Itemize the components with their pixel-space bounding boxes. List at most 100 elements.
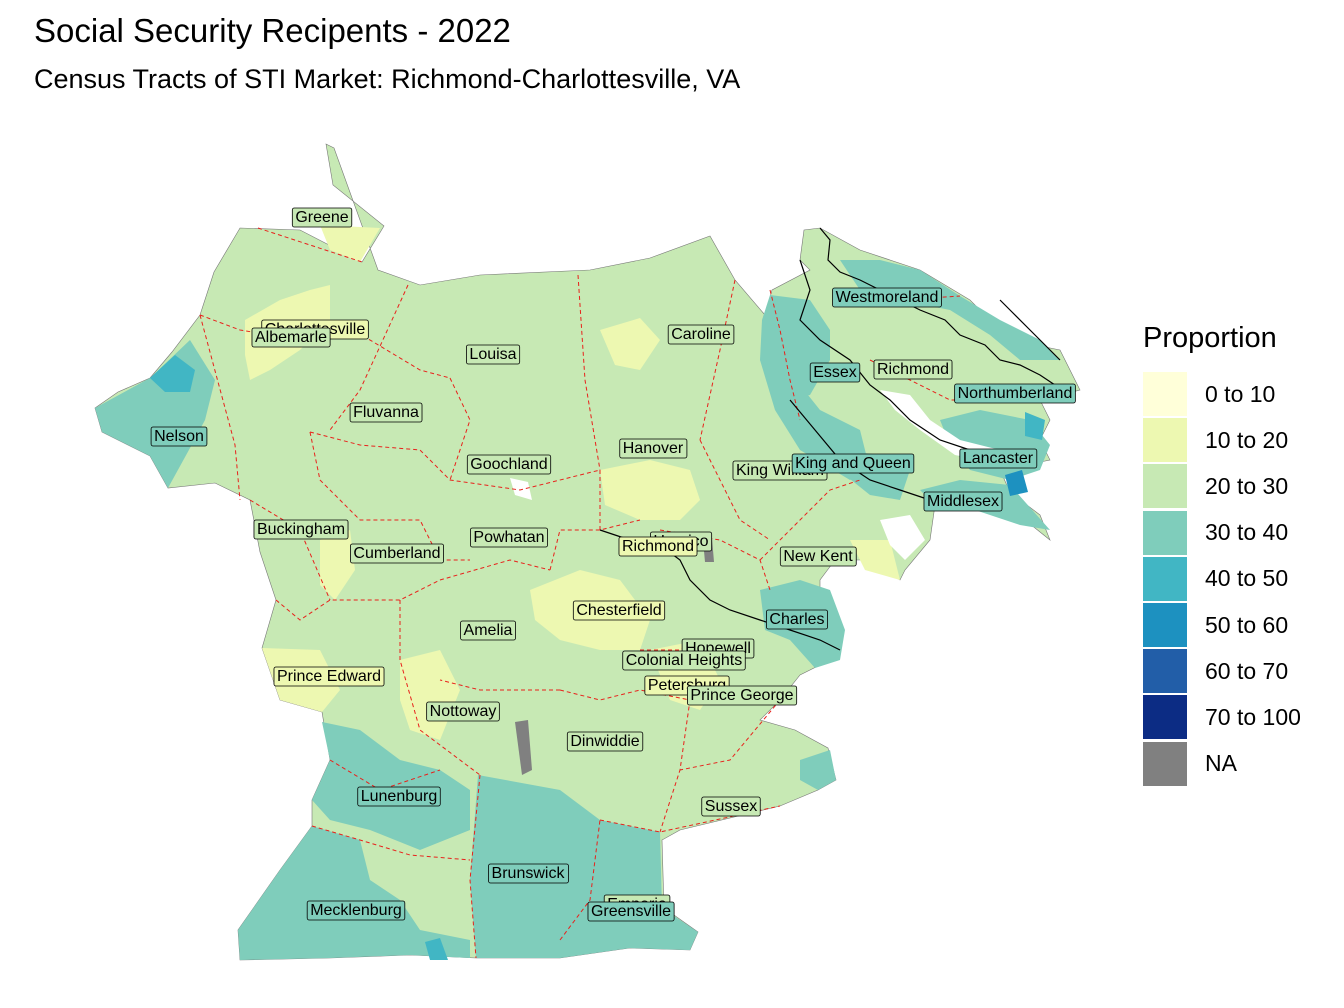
legend-swatch [1143, 603, 1187, 648]
county-label-box [460, 620, 516, 641]
tract-nelson-blue [150, 355, 195, 392]
legend-swatch [1143, 510, 1187, 555]
county-label: King and Queen [791, 453, 915, 474]
county-label-box [488, 863, 569, 884]
county-label: Brunswick [488, 863, 569, 884]
county-label: Goochland [466, 454, 552, 475]
legend-swatch [1143, 695, 1187, 740]
county-label-box [273, 666, 385, 687]
county-label: Westmoreland [832, 287, 942, 308]
county-label-box [426, 701, 500, 722]
county-label-box [566, 731, 644, 752]
tract-sussex-teal [800, 750, 836, 790]
county-label-box [470, 527, 548, 548]
county-label-box [466, 454, 552, 475]
county-name: Brunswick [492, 865, 566, 882]
legend-label: 30 to 40 [1205, 519, 1289, 546]
county-name: Mecklenburg [310, 902, 402, 919]
county-label: Northumberland [954, 383, 1076, 404]
county-name: Northumberland [958, 385, 1073, 402]
county-name: Dinwiddie [570, 733, 639, 750]
county-label-box [587, 901, 675, 922]
county-label: Colonial Heights [622, 650, 746, 671]
county-label-box [832, 287, 942, 308]
county-name: Albemarle [255, 329, 327, 346]
county-label-box [306, 900, 406, 921]
legend-item: 40 to 50 [1143, 556, 1301, 602]
county-label: Fluvanna [349, 402, 423, 423]
county-label-box [572, 600, 666, 621]
county-label: Cumberland [350, 543, 444, 564]
legend-label: 60 to 70 [1205, 657, 1289, 684]
county-name: New Kent [783, 548, 853, 565]
county-name: Prince George [690, 687, 793, 704]
county-label-box [618, 536, 698, 557]
legend-item: 70 to 100 [1143, 694, 1301, 740]
county-name: Lancaster [963, 450, 1034, 467]
county-label-box [667, 324, 735, 345]
county-name: Prince Edward [277, 668, 381, 685]
legend-swatch [1143, 418, 1187, 463]
legend-item: 20 to 30 [1143, 463, 1301, 509]
county-label: Nottoway [426, 701, 500, 722]
county-label: Caroline [667, 324, 735, 345]
legend-swatch [1143, 741, 1187, 786]
tract-hanover-light [600, 460, 700, 520]
county-label: Sussex [701, 796, 761, 817]
county-name: Sussex [705, 798, 757, 815]
river-james [510, 478, 532, 500]
county-label-box [619, 438, 688, 459]
county-label: Prince George [687, 685, 798, 706]
legend-label: NA [1205, 750, 1237, 777]
legend-label: 50 to 60 [1205, 611, 1289, 638]
county-label-box [466, 344, 521, 365]
tract-lancaster-blue [1025, 412, 1045, 440]
county-name: Greensville [591, 903, 671, 920]
county-label-box [357, 786, 441, 807]
county-labels: GreeneCharlottesvilleAlbemarleNelsonLoui… [150, 207, 1076, 922]
legend-swatch [1143, 649, 1187, 694]
legend-swatch [1143, 556, 1187, 601]
county-label-box [959, 448, 1038, 469]
county-name: Chesterfield [576, 602, 661, 619]
county-name: Greene [295, 209, 348, 226]
tract-meck-blue [425, 938, 448, 960]
legend-items: 0 to 10 10 to 20 20 to 30 30 to 40 40 to 50 5… [1143, 371, 1301, 787]
county-name: Hanover [623, 440, 684, 457]
county-label: Chesterfield [572, 600, 666, 621]
county-label: New Kent [779, 546, 857, 567]
county-label-box [873, 359, 953, 380]
county-label: Mecklenburg [306, 900, 406, 921]
map-title: Social Security Recipents - 2022 [34, 12, 511, 49]
county-label: Greene [291, 207, 353, 228]
county-label-box [291, 207, 353, 228]
tract-westmoreland [840, 260, 1060, 360]
legend-swatch [1143, 372, 1187, 417]
county-label: Prince Edward [273, 666, 385, 687]
county-label-box [687, 685, 798, 706]
county-label-box [251, 327, 331, 348]
tract-lancaster-dark [1005, 470, 1028, 496]
county-name: Charles [769, 611, 824, 628]
tract-cumberland-light [320, 530, 355, 600]
legend-item: 10 to 20 [1143, 417, 1301, 463]
county-name: Fluvanna [353, 404, 419, 421]
county-name: Colonial Heights [626, 652, 743, 669]
county-name: Westmoreland [836, 289, 939, 306]
county-label-box [791, 453, 915, 474]
county-label: Charles [766, 609, 828, 630]
legend-title: Proportion [1143, 322, 1277, 354]
county-label: Middlesex [923, 491, 1003, 512]
county-label-box [253, 519, 349, 540]
legend-item: 0 to 10 [1143, 371, 1301, 417]
county-name: Goochland [470, 456, 547, 473]
county-label: Louisa [466, 344, 521, 365]
legend-label: 0 to 10 [1205, 380, 1276, 407]
tract-na-1 [515, 720, 532, 775]
legend-label: 20 to 30 [1205, 472, 1289, 499]
county-label-box [150, 426, 208, 447]
coastlines [599, 227, 1061, 651]
legend-item: 50 to 60 [1143, 602, 1301, 648]
county-name: Buckingham [257, 521, 345, 538]
county-label: Richmond [873, 359, 953, 380]
